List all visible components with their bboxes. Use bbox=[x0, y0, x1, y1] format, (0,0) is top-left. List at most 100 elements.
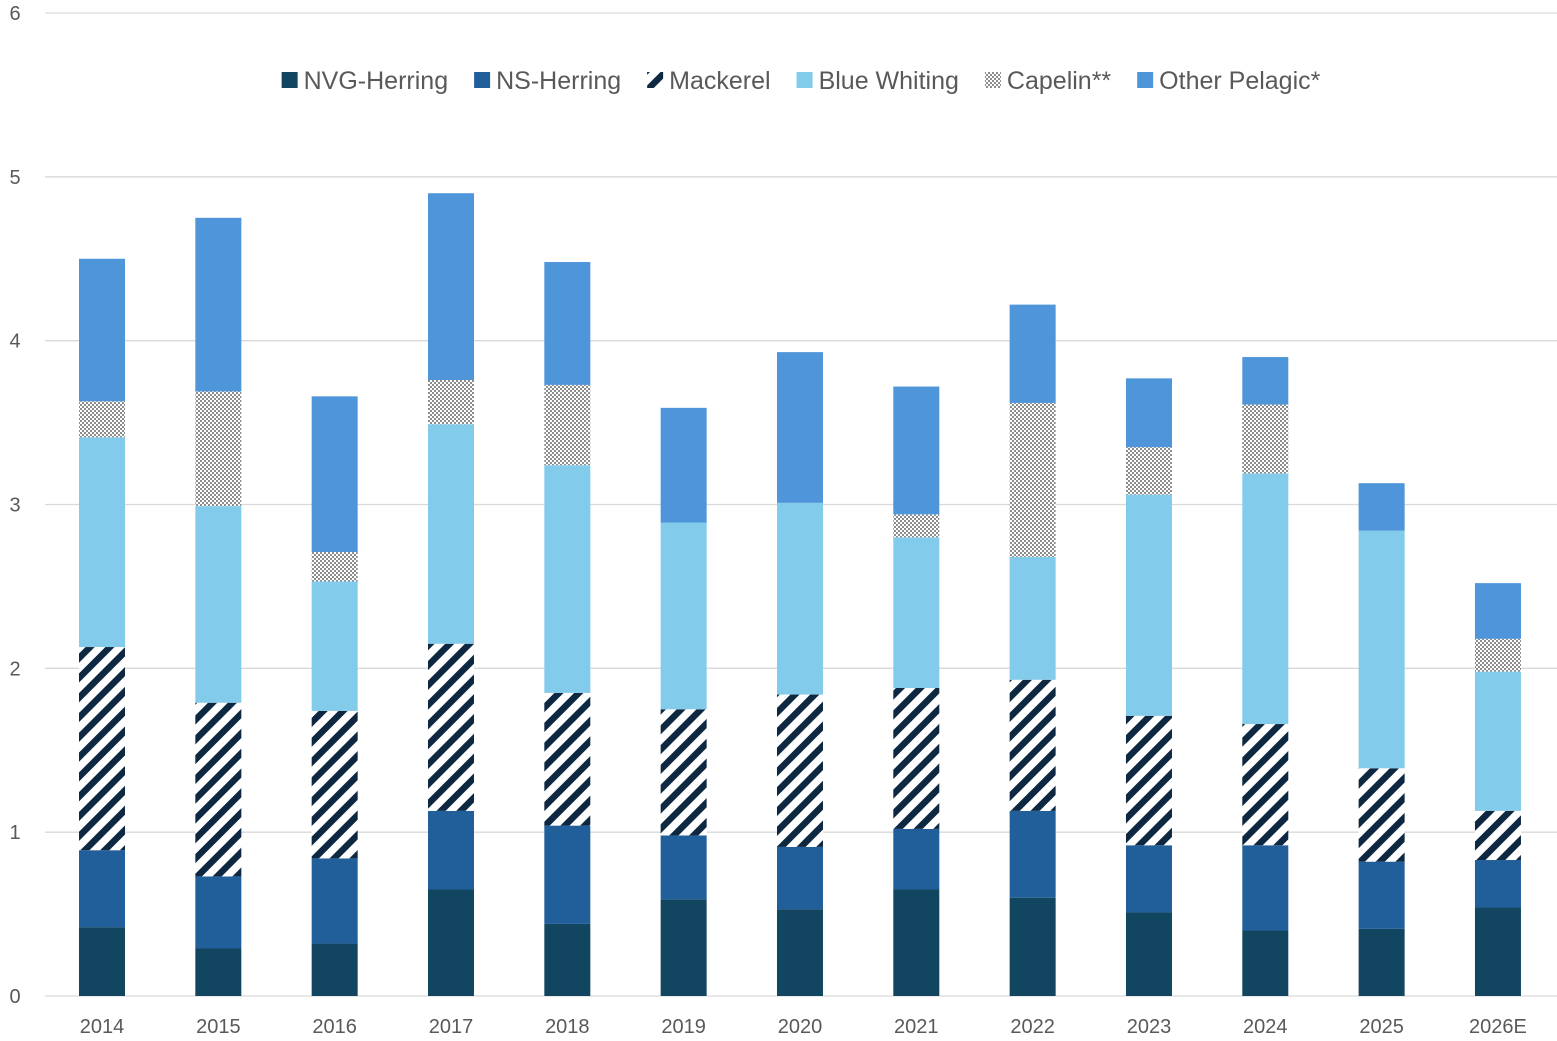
bar-stack-2019 bbox=[660, 407, 707, 996]
bar-stack-2026E bbox=[1474, 583, 1521, 996]
bar-stack-2020 bbox=[776, 352, 823, 996]
x-tick-label: 2023 bbox=[1127, 1016, 1172, 1038]
bar-segment-ns-herring-2020 bbox=[776, 846, 823, 910]
bar-segment-mackerel-2015 bbox=[195, 702, 242, 877]
bar-segment-ns-herring-2023 bbox=[1125, 845, 1172, 913]
legend-item: Other Pelagic* bbox=[1137, 67, 1321, 95]
y-axis-tick-labels: 0 1 2 3 4 5 6 bbox=[9, 3, 20, 1008]
bar-segment-nvg-herring-2019 bbox=[660, 899, 707, 996]
legend-swatch bbox=[474, 72, 491, 88]
bar-stack-2022 bbox=[1009, 304, 1056, 996]
bar-stack-2016 bbox=[311, 396, 358, 996]
bar-segment-capelin-2022 bbox=[1009, 402, 1056, 557]
x-tick-label: 2019 bbox=[661, 1016, 706, 1038]
bar-segment-nvg-herring-2025 bbox=[1358, 928, 1405, 996]
x-tick-label: 2017 bbox=[429, 1016, 474, 1038]
y-tick-label: 3 bbox=[9, 495, 20, 517]
bar-segment-capelin-2021 bbox=[893, 514, 940, 538]
y-tick-label: 6 bbox=[9, 3, 20, 25]
bar-segment-mackerel-2020 bbox=[776, 694, 823, 847]
bars bbox=[79, 193, 1521, 996]
bar-segment-other-pelagic-2021 bbox=[893, 386, 940, 515]
bar-segment-capelin-2023 bbox=[1125, 447, 1172, 495]
legend-label: NVG-Herring bbox=[304, 67, 448, 95]
y-tick-label: 0 bbox=[9, 986, 20, 1008]
bar-segment-nvg-herring-2022 bbox=[1009, 897, 1056, 996]
bar-segment-blue-whiting-2026E bbox=[1474, 671, 1521, 811]
legend-label: Blue Whiting bbox=[819, 67, 959, 95]
bar-segment-blue-whiting-2025 bbox=[1358, 530, 1405, 769]
bar-segment-ns-herring-2025 bbox=[1358, 861, 1405, 929]
bar-segment-ns-herring-2018 bbox=[544, 825, 591, 924]
bar-segment-other-pelagic-2020 bbox=[776, 352, 823, 503]
bar-segment-blue-whiting-2018 bbox=[544, 465, 591, 693]
bar-segment-other-pelagic-2024 bbox=[1242, 357, 1289, 405]
bar-segment-capelin-2015 bbox=[195, 391, 242, 507]
x-tick-label: 2024 bbox=[1243, 1016, 1288, 1038]
legend-label: Mackerel bbox=[669, 67, 770, 95]
bar-segment-mackerel-2025 bbox=[1358, 768, 1405, 862]
bar-segment-nvg-herring-2016 bbox=[311, 943, 358, 996]
bar-stack-2023 bbox=[1125, 378, 1172, 996]
legend-swatch bbox=[796, 72, 813, 88]
bar-segment-other-pelagic-2017 bbox=[427, 193, 474, 380]
bar-segment-mackerel-2022 bbox=[1009, 679, 1056, 811]
x-tick-label: 2020 bbox=[778, 1016, 823, 1038]
legend-swatch bbox=[281, 72, 298, 88]
bar-segment-capelin-2014 bbox=[79, 401, 125, 438]
bar-segment-ns-herring-2017 bbox=[427, 810, 474, 890]
x-tick-label: 2018 bbox=[545, 1016, 590, 1038]
bar-segment-capelin-2026E bbox=[1474, 638, 1521, 672]
bar-segment-blue-whiting-2016 bbox=[311, 581, 358, 711]
bar-segment-other-pelagic-2019 bbox=[660, 407, 707, 523]
legend-swatch bbox=[647, 72, 664, 88]
legend-item: NVG-Herring bbox=[281, 67, 448, 95]
bar-segment-other-pelagic-2025 bbox=[1358, 483, 1405, 531]
bar-segment-nvg-herring-2014 bbox=[79, 927, 125, 996]
bar-stack-2021 bbox=[893, 386, 940, 996]
y-tick-label: 4 bbox=[9, 331, 20, 353]
bar-segment-ns-herring-2016 bbox=[311, 858, 358, 944]
bar-segment-other-pelagic-2014 bbox=[79, 258, 125, 402]
bar-segment-ns-herring-2015 bbox=[195, 876, 242, 949]
bar-segment-blue-whiting-2021 bbox=[893, 537, 940, 688]
legend-label: Other Pelagic* bbox=[1159, 67, 1320, 95]
bar-segment-ns-herring-2021 bbox=[893, 828, 940, 890]
legend-item: Mackerel bbox=[647, 67, 771, 95]
bar-segment-capelin-2016 bbox=[311, 552, 358, 582]
legend-swatch bbox=[1137, 72, 1154, 88]
bar-segment-mackerel-2023 bbox=[1125, 715, 1172, 846]
bar-stack-2018 bbox=[544, 262, 591, 996]
bar-segment-mackerel-2021 bbox=[893, 687, 940, 829]
legend-item: Blue Whiting bbox=[796, 67, 959, 95]
bar-segment-ns-herring-2014 bbox=[79, 850, 125, 928]
x-tick-label: 2026E bbox=[1469, 1016, 1527, 1038]
bar-segment-ns-herring-2024 bbox=[1242, 845, 1289, 931]
x-tick-label: 2025 bbox=[1359, 1016, 1404, 1038]
x-axis-tick-labels: 2014 2015 2016 2017 2018 2019 2020 2021 2022 2023… bbox=[80, 1016, 1527, 1038]
y-tick-label: 5 bbox=[9, 167, 20, 189]
y-tick-label: 2 bbox=[9, 658, 20, 680]
bar-segment-mackerel-2017 bbox=[427, 643, 474, 811]
bar-segment-nvg-herring-2020 bbox=[776, 909, 823, 996]
bar-segment-ns-herring-2022 bbox=[1009, 810, 1056, 898]
bar-segment-nvg-herring-2015 bbox=[195, 948, 242, 996]
x-tick-label: 2015 bbox=[196, 1016, 241, 1038]
bar-segment-nvg-herring-2026E bbox=[1474, 907, 1521, 996]
bar-segment-ns-herring-2019 bbox=[660, 835, 707, 900]
bar-segment-other-pelagic-2016 bbox=[311, 396, 358, 553]
bar-segment-mackerel-2014 bbox=[79, 647, 125, 851]
bar-segment-mackerel-2026E bbox=[1474, 810, 1521, 861]
bar-segment-capelin-2017 bbox=[427, 379, 474, 425]
y-tick-label: 1 bbox=[9, 822, 20, 844]
bar-segment-ns-herring-2026E bbox=[1474, 860, 1521, 908]
legend-label: NS-Herring bbox=[496, 67, 621, 95]
bar-segment-blue-whiting-2022 bbox=[1009, 556, 1056, 680]
bar-segment-blue-whiting-2023 bbox=[1125, 494, 1172, 716]
bar-segment-nvg-herring-2021 bbox=[893, 889, 940, 996]
bar-segment-mackerel-2016 bbox=[311, 710, 358, 859]
bar-segment-other-pelagic-2026E bbox=[1474, 583, 1521, 639]
bar-segment-blue-whiting-2017 bbox=[427, 424, 474, 644]
